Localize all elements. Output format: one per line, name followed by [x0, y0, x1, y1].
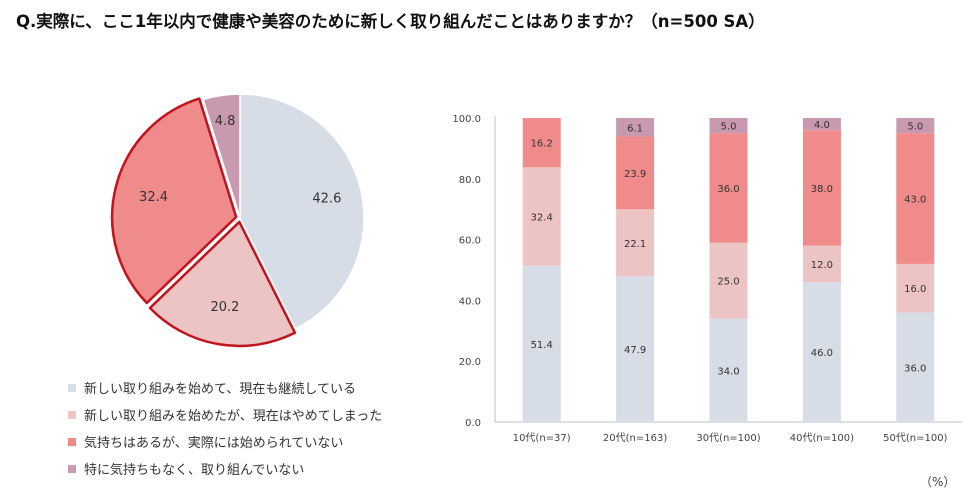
x-tick-label: 40代(n=100) — [790, 432, 854, 444]
bar-value-label: 22.1 — [624, 239, 646, 250]
legend-label: 新しい取り組みを始めたが、現在はやめてしまった — [84, 405, 382, 424]
x-tick-label: 20代(n=163) — [603, 432, 667, 444]
legend-label: 新しい取り組みを始めて、現在も継続している — [84, 378, 356, 397]
bar-value-label: 5.0 — [721, 122, 737, 133]
bar-value-label: 38.0 — [811, 184, 833, 195]
pie-chart: 42.6 20.2 32.4 4.8 — [100, 88, 380, 358]
legend-swatch — [68, 465, 76, 473]
legend-label: 特に気持ちもなく、取り組んでいない — [84, 459, 304, 478]
legend-swatch — [68, 411, 76, 419]
chart-title: Q.実際に、ここ1年以内で健康や美容のために新しく取り組んだことはありますか？（… — [16, 8, 765, 32]
legend-swatch — [68, 438, 76, 446]
bar-value-label: 25.0 — [717, 277, 739, 288]
legend-swatch — [68, 384, 76, 392]
bar-value-label: 46.0 — [811, 348, 833, 359]
y-tick-label: 0.0 — [465, 418, 481, 429]
x-tick-label: 50代(n=100) — [883, 432, 947, 444]
y-tick-label: 40.0 — [459, 296, 481, 307]
legend-item-stopped: 新しい取り組みを始めたが、現在はやめてしまった — [68, 401, 382, 428]
bar-value-label: 36.0 — [717, 184, 739, 195]
bar-value-label: 32.4 — [531, 212, 553, 223]
stacked-bar-chart: 0.0 20.0 40.0 60.0 80.0 100.0 51.4 32.4 16.2 10代(… — [440, 100, 970, 450]
bar-value-label: 23.9 — [624, 169, 646, 180]
bar-value-label: 51.4 — [531, 340, 553, 351]
bar-value-label: 6.1 — [627, 123, 643, 134]
legend-label: 気持ちはあるが、実際には始められていない — [84, 432, 343, 451]
y-tick-label: 60.0 — [459, 236, 481, 247]
pie-value-label: 4.8 — [215, 114, 236, 129]
bar-value-label: 5.0 — [907, 122, 923, 133]
y-tick-label: 100.0 — [452, 114, 481, 125]
x-tick-label: 10代(n=37) — [513, 432, 571, 444]
legend: 新しい取り組みを始めて、現在も継続している 新しい取り組みを始めたが、現在はやめ… — [68, 374, 382, 482]
bar-value-label: 34.0 — [717, 366, 739, 377]
legend-item-continuing: 新しい取り組みを始めて、現在も継続している — [68, 374, 382, 401]
bar-value-label: 47.9 — [624, 345, 646, 356]
bar-value-label: 43.0 — [904, 195, 926, 206]
bar-value-label: 36.0 — [904, 363, 926, 374]
bar-value-label: 4.0 — [814, 120, 830, 131]
bar-value-label: 16.0 — [904, 284, 926, 295]
bar-value-label: 16.2 — [531, 139, 553, 150]
pie-value-label: 20.2 — [210, 300, 239, 315]
y-tick-label: 20.0 — [459, 357, 481, 368]
pie-value-label: 32.4 — [139, 190, 168, 205]
y-tick-label: 80.0 — [459, 175, 481, 186]
bar-value-label: 12.0 — [811, 260, 833, 271]
legend-item-no-intention: 特に気持ちもなく、取り組んでいない — [68, 455, 382, 482]
x-tick-label: 30代(n=100) — [696, 432, 760, 444]
legend-item-not-started: 気持ちはあるが、実際には始められていない — [68, 428, 382, 455]
unit-label: （%） — [920, 473, 955, 490]
pie-value-label: 42.6 — [312, 191, 341, 206]
